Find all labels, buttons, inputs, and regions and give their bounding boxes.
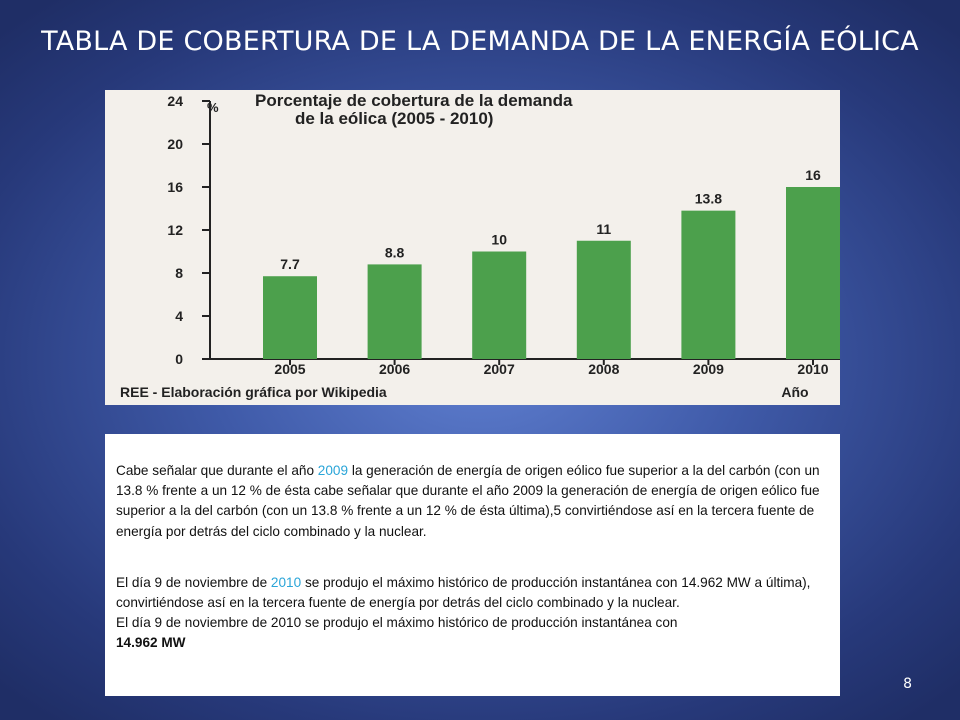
y-tick-label: 20 (167, 136, 183, 152)
x-tick-label: 2009 (693, 361, 724, 377)
chart-title-line2: de la eólica (2005 - 2010) (295, 109, 493, 128)
chart-title-line1: Porcentaje de cobertura de la demanda (255, 91, 573, 110)
paragraph-2009: Cabe señalar que durante el año 2009 la … (116, 461, 828, 542)
bar (367, 264, 422, 359)
chart-svg: 0 4 8 12 16 20 24% Porcentaje de cobertura de l… (120, 91, 840, 400)
bar (472, 251, 527, 359)
p1-after: la generación de energía de origen eólic… (116, 463, 820, 539)
bar-value-label: 11 (596, 221, 611, 237)
y-axis-label: % (207, 100, 219, 115)
x-tick-label: 2006 (379, 361, 410, 377)
p3-bold-value: 14.962 MW (116, 635, 186, 651)
x-axis-label: Año (781, 384, 808, 400)
paragraph-max: El día 9 de noviembre de 2010 se produjo… (116, 613, 828, 653)
bar-value-label: 13.8 (695, 191, 722, 207)
year-2010-link[interactable]: 2010 (270, 574, 302, 590)
description-text-box: Cabe señalar que durante el año 2009 la … (105, 434, 840, 696)
chart-source-note: REE - Elaboración gráfica por Wikipedia (120, 384, 387, 400)
wind-coverage-chart: 0 4 8 12 16 20 24% Porcentaje de cobertura de l… (105, 90, 840, 405)
y-tick-label: 8 (175, 265, 183, 281)
p2-before: El día 9 de noviembre de (116, 574, 271, 590)
x-tick-label: 2008 (588, 361, 619, 377)
y-tick-label: 4 (175, 308, 183, 324)
y-tick-label: 16 (167, 179, 183, 195)
bar (576, 240, 631, 359)
bar-value-label: 16 (805, 167, 821, 183)
slide-title: TABLA DE COBERTURA DE LA DEMANDA DE LA E… (41, 26, 919, 57)
y-tick-label: 12 (167, 222, 183, 238)
page-number: 8 (903, 676, 912, 692)
bar-value-label: 10 (491, 232, 507, 248)
bar-value-label: 8.8 (385, 244, 405, 260)
year-2009-link[interactable]: 2009 (317, 463, 349, 478)
x-tick-label: 2010 (797, 361, 828, 377)
x-tick-label: 2007 (484, 361, 515, 377)
bar-value-label: 7.7 (280, 256, 300, 272)
x-tick-label: 2005 (274, 361, 305, 377)
bar (786, 187, 840, 359)
p3-text: El día 9 de noviembre de 2010 se produjo… (116, 615, 678, 631)
paragraph-2010: El día 9 de noviembre de 2010 se produjo… (116, 573, 828, 613)
y-tick-label: 24 (167, 93, 183, 109)
p1-before: Cabe señalar que durante el año (116, 463, 318, 478)
y-tick-label: 0 (175, 351, 183, 367)
bar (681, 210, 736, 359)
bar (263, 276, 317, 359)
p2-after: se produjo el máximo histórico de produc… (116, 574, 811, 611)
